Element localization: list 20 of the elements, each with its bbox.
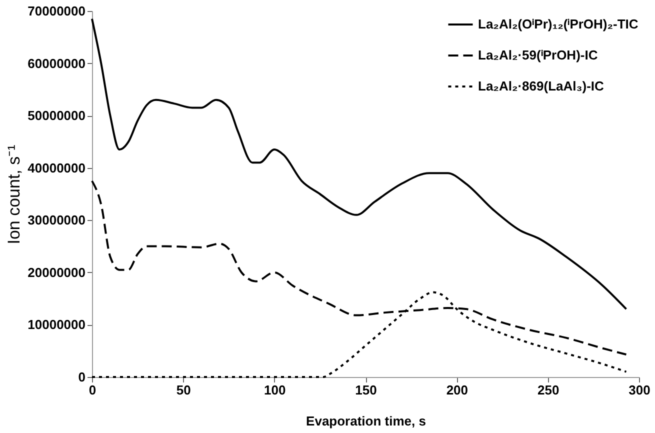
y-axis-title: Ion count, s⁻¹	[4, 144, 24, 244]
y-tick-label: 70000000	[28, 4, 86, 18]
legend-label: La₂Al₂·59(ⁱPrOH)-IC	[478, 48, 598, 62]
y-tick-label: 50000000	[28, 108, 86, 124]
x-tick-label: 50	[176, 382, 191, 398]
y-tick-label: 40000000	[28, 160, 86, 176]
x-tick-label: 250	[537, 382, 560, 398]
x-tick-label: 150	[355, 382, 377, 398]
x-tick-label: 300	[628, 382, 650, 398]
x-tick-label: 0	[88, 382, 96, 398]
x-tick-label: 200	[446, 382, 468, 398]
x-tick-label: 100	[264, 382, 286, 398]
legend-label: La₂Al₂·869(LaAl₃)-IC	[478, 78, 605, 94]
y-tick-label: 0	[78, 370, 86, 384]
y-tick-label: 20000000	[28, 264, 86, 280]
y-tick-label: 10000000	[28, 317, 86, 332]
x-axis-title: Evaporation time, s	[306, 414, 426, 428]
y-tick-label: 60000000	[28, 56, 86, 71]
legend-label: La₂Al₂(OⁱPr)₁₂(ⁱPrOH)₂-TIC	[478, 16, 639, 32]
y-tick-label: 30000000	[28, 212, 86, 228]
